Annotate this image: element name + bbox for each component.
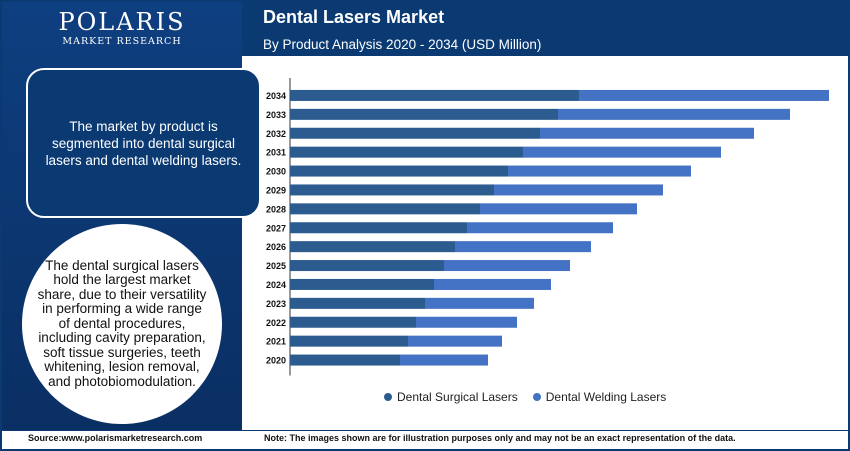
bar-welding-2029 [494, 184, 663, 196]
bar-surgical-2033 [290, 108, 558, 120]
bar-welding-2021 [408, 335, 502, 347]
y-tick-label: 2029 [266, 185, 286, 195]
bar-welding-2024 [434, 278, 551, 290]
bar-surgical-2024 [290, 278, 434, 290]
bar-welding-2034 [579, 89, 829, 101]
y-tick-label: 2025 [266, 261, 286, 271]
legend-item-surgical: Dental Surgical Lasers [384, 390, 518, 404]
y-tick-label: 2027 [266, 223, 286, 233]
footer-bar [2, 430, 848, 449]
y-tick-label: 2020 [266, 356, 286, 366]
y-tick-label: 2031 [266, 148, 286, 158]
y-tick-label: 2021 [266, 337, 286, 347]
bar-welding-2030 [508, 165, 691, 177]
bar-welding-2025 [444, 260, 570, 272]
bar-welding-2022 [416, 316, 517, 328]
legend-label-welding: Dental Welding Lasers [545, 390, 667, 404]
bar-surgical-2026 [290, 241, 455, 253]
y-tick-label: 2032 [266, 129, 286, 139]
y-tick-label: 2026 [266, 242, 286, 252]
segment-info-box: The market by product is segmented into … [26, 68, 261, 218]
chart-legend: Dental Surgical Lasers Dental Welding La… [384, 390, 681, 404]
bar-surgical-2021 [290, 335, 408, 347]
disclaimer-note: Note: The images shown are for illustrat… [264, 433, 736, 443]
insight-circle: The dental surgical lasers hold the larg… [22, 224, 222, 424]
bar-chart: 2034 2033 2032 2031 2030 2029 2028 2027 2026 2025… [266, 78, 829, 376]
source-text: Source:www.polarismarketresearch.com [28, 433, 203, 443]
bar-surgical-2023 [290, 297, 425, 309]
logo-name: POLARIS [58, 8, 186, 36]
bar-welding-2028 [480, 203, 637, 215]
bar-surgical-2034 [290, 89, 579, 101]
chart-title: Dental Lasers Market [263, 7, 445, 27]
bar-welding-2033 [558, 108, 790, 120]
bar-surgical-2027 [290, 222, 467, 234]
bar-welding-2023 [425, 297, 534, 309]
legend-swatch-surgical [384, 393, 392, 401]
bar-surgical-2032 [290, 127, 540, 139]
bar-welding-2020 [400, 354, 488, 366]
legend-item-welding: Dental Welding Lasers [532, 390, 667, 404]
legend-label-surgical: Dental Surgical Lasers [397, 390, 518, 404]
bar-welding-2031 [523, 146, 721, 158]
chart-subtitle: By Product Analysis 2020 - 2034 (USD Mil… [263, 37, 542, 52]
bar-surgical-2020 [290, 354, 400, 366]
bar-surgical-2022 [290, 316, 416, 328]
y-tick-label: 2023 [266, 299, 286, 309]
bar-welding-2032 [540, 127, 754, 139]
bar-welding-2027 [467, 222, 613, 234]
insight-text: The dental surgical lasers hold the larg… [37, 257, 207, 389]
bar-surgical-2030 [290, 165, 508, 177]
y-tick-label: 2033 [266, 110, 286, 120]
segment-info-text: The market by product is segmented into … [45, 118, 242, 168]
y-tick-label: 2024 [266, 280, 286, 290]
legend-swatch-welding [532, 393, 541, 401]
bar-surgical-2028 [290, 203, 480, 215]
polaris-logo: POLARIS MARKET RESEARCH [2, 8, 242, 48]
y-tick-label: 2034 [266, 91, 286, 101]
bar-surgical-2029 [290, 184, 494, 196]
title-band [242, 2, 848, 56]
bar-surgical-2031 [290, 146, 523, 158]
y-tick-label: 2028 [266, 204, 286, 214]
y-tick-label: 2030 [266, 167, 286, 177]
bar-welding-2026 [455, 241, 591, 253]
bar-surgical-2025 [290, 260, 444, 272]
logo-tagline: MARKET RESEARCH [62, 36, 182, 47]
y-tick-label: 2022 [266, 318, 286, 328]
